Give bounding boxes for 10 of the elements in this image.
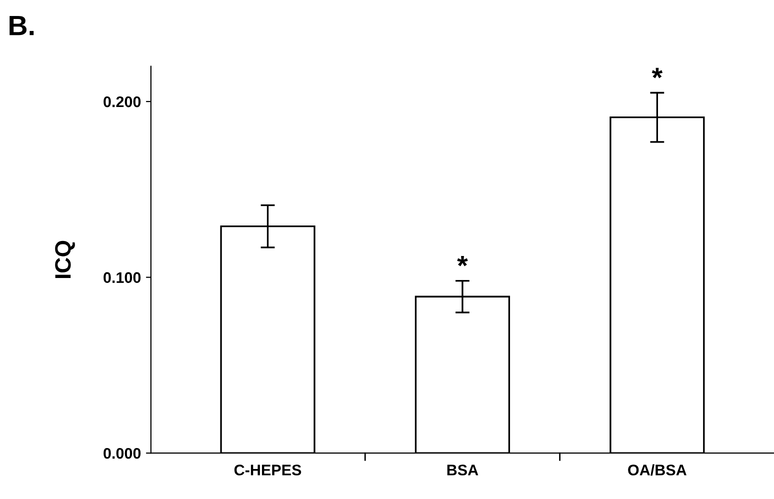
chart-title: B. <box>10 16 34 36</box>
x-tick-label: OA/BSA <box>628 464 686 476</box>
annotation: * <box>457 256 468 266</box>
y-tick-label: 0.200 <box>104 96 141 108</box>
x-tick-label: C-HEPES <box>234 464 302 476</box>
x-tick-label: BSA <box>447 464 478 476</box>
annotation: * <box>652 68 663 78</box>
y-tick-label: 0.100 <box>104 272 141 283</box>
y-tick-label: 0.000 <box>104 448 141 459</box>
y-axis-title: ICQ <box>55 240 75 278</box>
